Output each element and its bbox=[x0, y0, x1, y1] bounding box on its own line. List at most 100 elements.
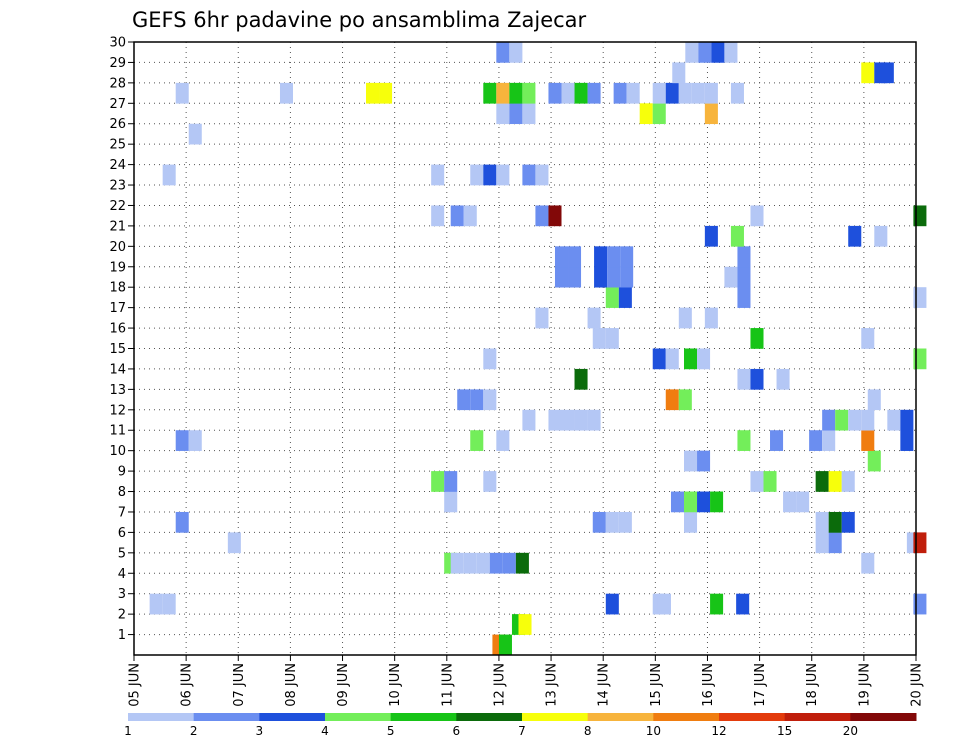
precip-cell bbox=[710, 593, 724, 615]
precip-cell bbox=[594, 266, 608, 288]
precip-cell bbox=[684, 450, 698, 472]
y-tick-label: 27 bbox=[109, 97, 126, 112]
y-tick-label: 14 bbox=[109, 362, 126, 377]
precip-cell bbox=[470, 389, 484, 411]
precip-cell bbox=[684, 348, 698, 370]
precip-cell bbox=[697, 450, 711, 472]
precip-cell bbox=[450, 552, 464, 574]
colorbar-label: 6 bbox=[453, 724, 461, 738]
precip-cell bbox=[470, 430, 484, 451]
precip-cell bbox=[496, 430, 510, 451]
precip-cell bbox=[496, 103, 510, 125]
y-tick-label: 5 bbox=[118, 546, 126, 561]
precip-cell bbox=[828, 471, 842, 492]
precip-cell bbox=[489, 552, 503, 574]
precip-cell bbox=[620, 266, 634, 288]
precip-cell bbox=[848, 225, 862, 247]
y-tick-label: 30 bbox=[109, 36, 126, 51]
y-tick-label: 24 bbox=[109, 158, 126, 173]
precip-cell bbox=[379, 82, 393, 104]
precip-cell bbox=[444, 471, 458, 492]
x-tick-label: 12 JUN bbox=[492, 663, 507, 707]
x-tick-label: 06 JUN bbox=[180, 663, 195, 707]
precip-cell bbox=[783, 491, 797, 513]
precip-cell bbox=[665, 348, 679, 370]
precip-cell bbox=[737, 246, 751, 268]
x-tick-label: 05 JUN bbox=[128, 663, 143, 707]
precip-cell bbox=[672, 62, 686, 84]
y-tick-label: 21 bbox=[109, 219, 126, 234]
y-tick-label: 2 bbox=[118, 608, 126, 623]
precip-cell bbox=[835, 409, 849, 431]
precip-cell bbox=[496, 82, 510, 104]
colorbar-segment bbox=[193, 713, 260, 721]
precip-cell bbox=[652, 82, 666, 104]
precip-cell bbox=[483, 82, 497, 104]
precip-cell bbox=[815, 511, 829, 533]
y-axis-ticks: 1234567891011121314151617181920212223242… bbox=[109, 36, 134, 643]
precip-cell bbox=[568, 266, 582, 288]
precip-cell bbox=[737, 287, 751, 308]
x-tick-label: 08 JUN bbox=[284, 663, 299, 707]
x-tick-label: 16 JUN bbox=[701, 663, 716, 707]
precip-cell bbox=[737, 266, 751, 288]
precip-cell bbox=[861, 430, 875, 451]
y-tick-label: 10 bbox=[109, 444, 126, 459]
precip-cell bbox=[522, 82, 536, 104]
precip-cell bbox=[848, 409, 862, 431]
precip-cell bbox=[518, 614, 532, 635]
precip-cell bbox=[574, 368, 588, 390]
precip-cell bbox=[618, 287, 632, 308]
precip-cell bbox=[522, 409, 536, 431]
precip-cell bbox=[730, 82, 744, 104]
precip-cell bbox=[607, 266, 621, 288]
y-tick-label: 26 bbox=[109, 117, 126, 132]
precip-cell bbox=[684, 491, 698, 513]
y-tick-label: 12 bbox=[109, 403, 126, 418]
colorbar-segment bbox=[259, 713, 326, 721]
colorbar-label: 15 bbox=[777, 724, 792, 738]
precip-cell bbox=[737, 368, 751, 390]
precip-cell bbox=[657, 593, 671, 615]
y-tick-label: 16 bbox=[109, 322, 126, 337]
y-tick-label: 1 bbox=[118, 628, 126, 643]
precip-cell bbox=[444, 491, 458, 513]
precip-cell bbox=[828, 511, 842, 533]
y-tick-label: 11 bbox=[109, 424, 126, 439]
x-tick-label: 10 JUN bbox=[388, 663, 403, 707]
y-tick-label: 13 bbox=[109, 383, 126, 398]
precip-cell bbox=[483, 348, 497, 370]
colorbar-segment bbox=[653, 713, 720, 721]
precip-cell bbox=[652, 348, 666, 370]
precip-cell bbox=[483, 471, 497, 492]
precip-cell bbox=[509, 82, 523, 104]
colorbar-label: 1 bbox=[124, 724, 132, 738]
precip-cell bbox=[861, 62, 875, 84]
x-axis-ticks: 05 JUN 06 JUN 07 JUN 08 JUN 09 JUN 10 JUN 11 J… bbox=[128, 655, 925, 707]
precip-cell bbox=[620, 246, 634, 268]
precip-cell bbox=[724, 266, 738, 288]
precip-cell bbox=[188, 430, 202, 451]
precip-cell bbox=[175, 511, 189, 533]
precip-cell bbox=[509, 42, 523, 63]
precip-cell bbox=[561, 409, 575, 431]
precip-cell bbox=[450, 205, 464, 227]
precip-cell bbox=[535, 205, 549, 227]
precip-cell bbox=[626, 82, 640, 104]
precip-cell bbox=[652, 103, 666, 125]
precip-cell bbox=[678, 389, 692, 411]
y-tick-label: 4 bbox=[118, 567, 126, 582]
precip-cell bbox=[496, 42, 510, 63]
precip-cell bbox=[548, 409, 562, 431]
precip-cell bbox=[149, 593, 163, 615]
precip-cell bbox=[470, 164, 484, 186]
precip-cell bbox=[815, 471, 829, 492]
y-tick-label: 19 bbox=[109, 260, 126, 275]
colorbar-segment bbox=[456, 713, 523, 721]
precip-cell bbox=[605, 287, 619, 308]
precip-cell bbox=[605, 328, 619, 349]
precip-cell bbox=[548, 205, 562, 227]
precip-cell bbox=[483, 389, 497, 411]
y-tick-label: 9 bbox=[118, 465, 126, 480]
